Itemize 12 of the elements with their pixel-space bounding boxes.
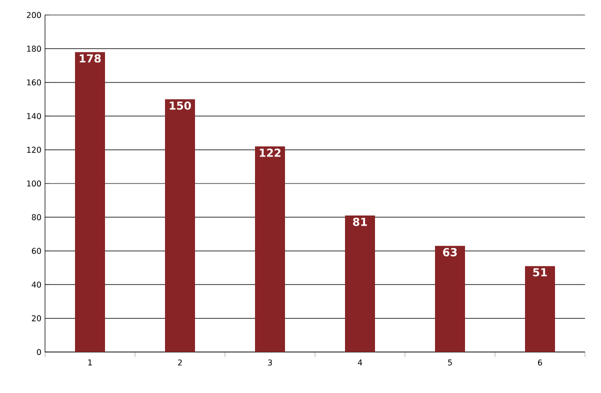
- bar: [75, 52, 106, 352]
- data-label: 51: [533, 268, 547, 276]
- data-label: 63: [443, 248, 457, 256]
- bar: [165, 99, 196, 352]
- bar: [435, 246, 466, 352]
- data-label: 122: [260, 148, 280, 157]
- data-label: 178: [80, 54, 101, 63]
- bar: [525, 266, 556, 352]
- bar: [345, 216, 376, 352]
- data-label: 150: [170, 101, 191, 110]
- bar: [255, 146, 286, 352]
- data-label: 81: [353, 218, 367, 226]
